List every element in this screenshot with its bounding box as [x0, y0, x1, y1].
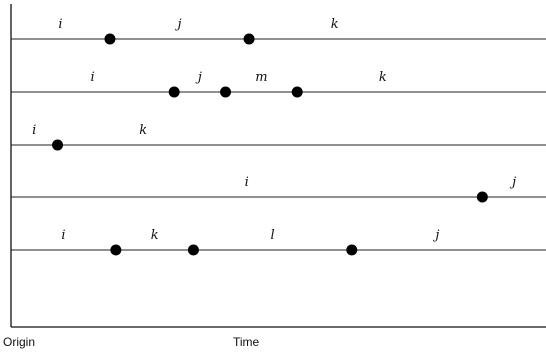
time-label: Time: [233, 335, 260, 349]
track-row-1: i j k: [11, 17, 546, 45]
transition-event: [104, 33, 116, 45]
state-label: i: [245, 175, 249, 190]
transition-event: [220, 86, 232, 98]
transition-event: [243, 33, 255, 45]
state-label: l: [271, 228, 275, 243]
state-label: j: [432, 228, 439, 243]
transition-event: [187, 244, 199, 256]
state-label: k: [139, 123, 147, 138]
state-label: i: [91, 70, 95, 85]
track-group: i j ki j m ki ki ji k l j: [11, 17, 546, 256]
transition-event: [291, 86, 303, 98]
state-label: i: [32, 123, 36, 138]
transition-event: [168, 86, 180, 98]
state-label: k: [379, 70, 387, 85]
transition-event: [476, 191, 488, 203]
transition-event: [110, 244, 122, 256]
state-label: j: [509, 175, 516, 190]
state-label: k: [331, 17, 339, 32]
transition-event: [346, 244, 358, 256]
state-label: i: [61, 228, 65, 243]
transition-event: [52, 139, 64, 151]
state-label: i: [58, 17, 62, 32]
origin-label: Origin: [3, 335, 35, 349]
state-label: j: [175, 17, 182, 32]
state-label: j: [195, 70, 202, 85]
state-label: m: [255, 70, 267, 85]
state-label: k: [151, 228, 159, 243]
